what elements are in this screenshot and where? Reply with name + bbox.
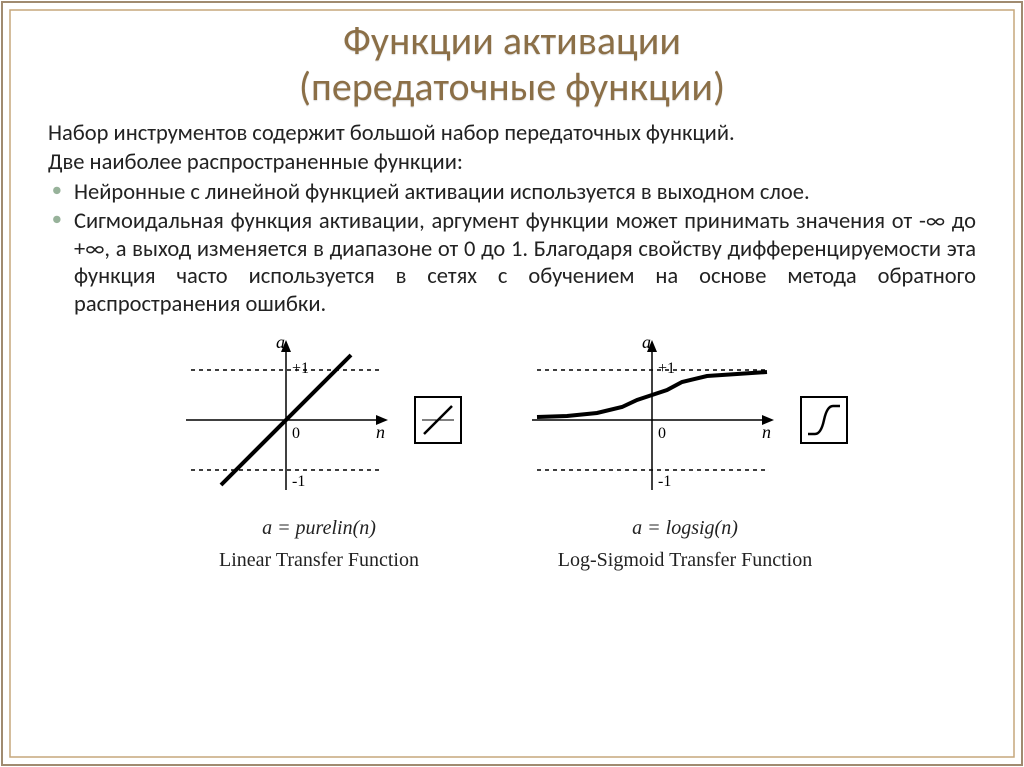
sigmoid-icon bbox=[800, 396, 848, 444]
linear-caption: Linear Transfer Function bbox=[219, 548, 419, 572]
title-line-2: (передаточные функции) bbox=[299, 62, 725, 111]
linear-icon bbox=[414, 396, 462, 444]
y-axis-label: a bbox=[276, 332, 285, 352]
figure-sigmoid: a n 0 +1 -1 a = logsig(n) Log-Sigmoid Tr… bbox=[522, 330, 848, 573]
bullet-item-1: Нейронные с линейной функцией активации … bbox=[48, 179, 976, 206]
slide-title: Функции активации (передаточные функции) bbox=[0, 0, 1024, 110]
sigmoid-formula: a = logsig(n) bbox=[632, 516, 738, 540]
ytick-bottom: -1 bbox=[658, 473, 671, 490]
bullet-item-2: Сигмоидальная функция активации, аргумен… bbox=[48, 208, 976, 318]
intro-paragraph-1: Набор инструментов содержит большой набо… bbox=[48, 120, 976, 147]
linear-formula: a = purelin(n) bbox=[262, 516, 376, 540]
bullet-list: Нейронные с линейной функцией активации … bbox=[48, 179, 976, 318]
x-axis-label: n bbox=[376, 422, 385, 442]
title-line-1: Функции активации bbox=[343, 16, 681, 65]
slide-body: Набор инструментов содержит большой набо… bbox=[0, 110, 1024, 573]
x-axis-label: n bbox=[762, 422, 771, 442]
ytick-top: +1 bbox=[658, 360, 675, 377]
ytick-bottom: -1 bbox=[292, 473, 305, 490]
sigmoid-caption: Log-Sigmoid Transfer Function bbox=[558, 548, 812, 572]
figure-linear: a n 0 +1 -1 a = purelin(n) Linear Transf… bbox=[176, 330, 462, 573]
linear-plot: a n 0 +1 -1 bbox=[176, 330, 396, 510]
origin-label: 0 bbox=[658, 425, 666, 442]
figures-row: a n 0 +1 -1 a = purelin(n) Linear Transf… bbox=[48, 330, 976, 573]
ytick-top: +1 bbox=[292, 360, 309, 377]
intro-paragraph-2: Две наиболее распространенные функции: bbox=[48, 149, 976, 176]
origin-label: 0 bbox=[292, 425, 300, 442]
y-axis-label: a bbox=[642, 332, 651, 352]
sigmoid-plot: a n 0 +1 -1 bbox=[522, 330, 782, 510]
